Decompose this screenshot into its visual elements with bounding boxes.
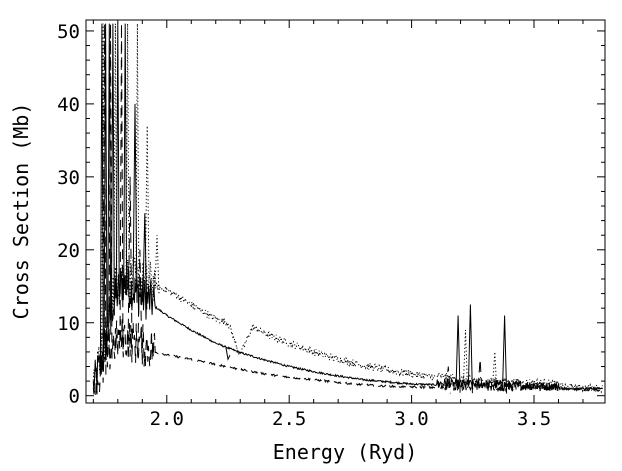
resonance-peak-dotted bbox=[101, 23, 106, 360]
resonance-peak-solid bbox=[103, 23, 108, 354]
y-tick-label: 30 bbox=[57, 167, 80, 189]
resonance-peak-solid bbox=[455, 315, 461, 393]
resonance-peak-solid bbox=[467, 304, 473, 394]
resonance-peak-dashed bbox=[137, 249, 143, 357]
plot-frame bbox=[85, 19, 606, 404]
resonance-peak-solid bbox=[142, 213, 148, 310]
resonance-peak-dashed bbox=[119, 23, 124, 350]
resonance-peak-solid bbox=[110, 23, 115, 316]
series-line-dotted bbox=[92, 256, 603, 395]
y-tick-label: 20 bbox=[57, 240, 80, 262]
resonance-peak-dotted bbox=[154, 235, 160, 294]
resonance-peak-dashed bbox=[127, 176, 133, 353]
x-tick-label: 3.5 bbox=[517, 408, 551, 430]
y-axis-label: Cross Section (Mb) bbox=[9, 103, 33, 320]
resonance-peak-solid bbox=[107, 23, 112, 335]
y-tick-label: 0 bbox=[69, 386, 80, 408]
y-tick-label: 10 bbox=[57, 313, 80, 335]
resonance-peak-dotted bbox=[135, 23, 140, 292]
resonance-peak-solid bbox=[502, 315, 508, 394]
x-tick-label: 3.0 bbox=[394, 408, 428, 430]
series-line-solid bbox=[92, 266, 603, 395]
resonance-peak-solid bbox=[132, 103, 138, 303]
x-axis-label: Energy (Ryd) bbox=[273, 440, 418, 464]
resonance-peak-dashed bbox=[445, 366, 451, 394]
resonance-peak-dashed bbox=[477, 359, 483, 394]
y-tick-label: 40 bbox=[57, 94, 80, 116]
resonance-peak-dashed bbox=[102, 23, 107, 378]
resonance-peak-dotted bbox=[463, 329, 468, 389]
x-tick-label: 2.0 bbox=[150, 408, 184, 430]
resonance-peak-solid bbox=[225, 347, 231, 361]
x-tick-label: 2.5 bbox=[272, 408, 306, 430]
series-line-dashed bbox=[92, 317, 603, 395]
y-tick-label: 50 bbox=[57, 21, 80, 43]
